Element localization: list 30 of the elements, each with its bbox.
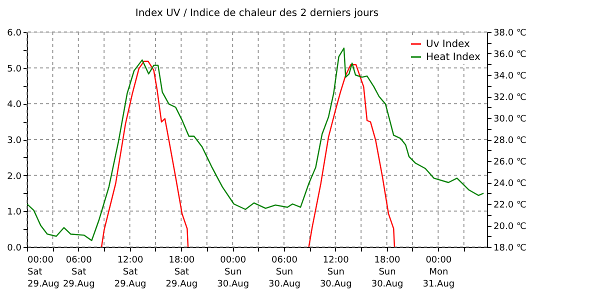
x-tick-label: 06:00 Sun 30.Aug <box>268 256 300 290</box>
y2-tick-label: 24.0 ℃ <box>494 179 527 189</box>
y2-tick-label: 28.0 ℃ <box>494 136 527 146</box>
x-tick-label: 18:00 Sat 29.Aug <box>166 256 198 290</box>
y2-tick-label: 32.0 ℃ <box>494 93 527 103</box>
y-tick-label: 4.0 <box>7 100 22 110</box>
chart-title: Index UV / Indice de chaleur des 2 derniers jours <box>135 8 379 19</box>
x-tick-label: 00:00 Sat 29.Aug <box>28 256 60 290</box>
y2-tick-label: 18.0 ℃ <box>494 244 527 254</box>
y-tick-label: 1.0 <box>7 208 22 218</box>
x-tick-label: 00:00 Sun 30.Aug <box>217 256 250 290</box>
legend-label: Heat Index <box>426 52 481 63</box>
y2-tick-label: 38.0 ℃ <box>494 28 527 38</box>
legend-label: Uv Index <box>426 39 470 50</box>
y2-tick-label: 36.0 ℃ <box>494 50 527 60</box>
y2-tick-label: 34.0 ℃ <box>494 72 527 82</box>
y2-tick-label: 30.0 ℃ <box>494 114 527 124</box>
x-tick-label: 12:00 Sat 29.Aug <box>114 256 146 290</box>
x-tick-label: 06:00 Sat 29.Aug <box>62 256 95 290</box>
y-tick-label: 3.0 <box>7 136 22 146</box>
y-tick-label: 0.0 <box>7 244 22 254</box>
y2-tick-label: 20.0 ℃ <box>494 222 527 232</box>
y-tick-label: 6.0 <box>7 28 22 38</box>
y2-tick-label: 22.0 ℃ <box>494 200 527 210</box>
y-tick-label: 5.0 <box>7 64 22 74</box>
x-tick-label: 00:00 Mon 31.Aug <box>422 256 455 290</box>
x-tick-label: 12:00 Sun 30.Aug <box>320 256 352 290</box>
y2-tick-label: 26.0 ℃ <box>494 158 527 168</box>
x-tick-label: 18:00 Sun 30.Aug <box>371 256 404 290</box>
y-tick-label: 2.0 <box>7 172 22 182</box>
